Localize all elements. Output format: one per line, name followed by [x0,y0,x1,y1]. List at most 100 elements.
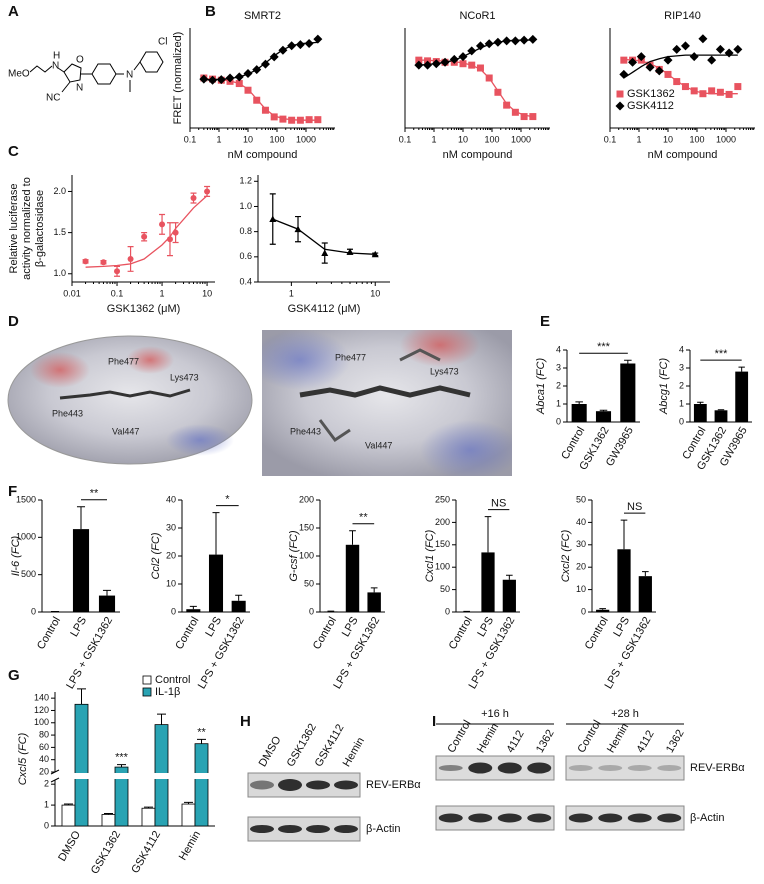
chart-title: NCoR1 [459,10,495,22]
significance-label: NS [627,501,642,513]
x-tick-label: 1 [431,134,436,144]
bar [231,600,246,612]
bar [638,576,652,612]
surface-patch [166,424,234,456]
significance-label: *** [715,348,729,360]
y-tick-label: 140 [34,693,49,703]
surface-patch [30,352,90,388]
y-tick-label: 1 [679,398,684,408]
data-point [502,36,512,46]
blot-band [250,780,274,790]
data-point [172,229,179,236]
error-bar [599,608,606,610]
data-point [314,116,322,124]
blot-band [438,765,463,771]
significance-label: NS [491,497,506,509]
panel-label: B [205,3,216,20]
y-axis-label: FRET (normalized) [172,32,184,125]
error-bar [235,594,243,601]
data-point [260,59,270,69]
residue-label: Lys473 [430,366,459,376]
lane-label: 1362 [534,728,557,755]
blot-band [278,825,302,833]
blot-band [468,762,493,774]
data-point [449,54,459,64]
blot-band [334,825,358,833]
axis [404,28,550,129]
x-tick-label: Hemin [177,829,203,863]
data-point [225,73,235,83]
data-point [620,56,628,64]
bar [186,609,201,612]
bar [595,411,612,422]
panel-label: I [432,713,436,730]
atom-label: N [126,70,133,81]
data-point [459,60,467,68]
x-axis-label: nM compound [648,149,718,161]
x-tick-label: GSK1362 [89,829,123,876]
x-tick-label: 0.01 [63,288,81,298]
fit-curve [203,77,318,121]
data-point [619,69,629,79]
data-point [244,86,252,94]
y-axis-label: Abcg1 (FC) [658,358,670,416]
data-point [216,75,226,85]
axis [257,175,390,283]
y-tick-label: 4 [556,344,561,354]
y-tick-label: 2 [556,380,561,390]
error-bar [349,530,356,545]
data-point [503,101,511,109]
data-point [529,113,537,121]
atom-label: NC [46,93,60,104]
blot-band [527,813,552,823]
panel-label: F [8,483,17,500]
blot-band [497,813,522,823]
ligand [59,388,191,400]
bar [502,579,516,612]
y-tick-label: 20 [576,562,586,572]
bar [620,363,636,422]
y-tick-label: 10 [576,584,586,594]
residue-label: Lys473 [170,372,199,382]
x-tick-label: 100 [269,134,284,144]
y-tick-label: 200 [435,517,450,527]
data-point [234,72,244,82]
bar [72,529,90,612]
data-point [440,57,450,67]
surface-patch [126,346,174,374]
data-point [261,106,269,114]
time-label: +16 h [481,708,509,720]
data-point [708,87,716,95]
data-point [707,55,717,65]
x-tick-label: 10 [663,134,673,144]
bar [74,703,89,827]
y-tick-label: 0 [309,606,314,616]
data-point [654,66,664,76]
blot-band [278,779,302,791]
y-tick-label: 40 [166,494,176,504]
y-tick-label: 50 [576,494,586,504]
residue-stick [318,419,351,443]
row-label: β-Actin [690,812,724,824]
y-tick-label: 1 [44,799,49,809]
blot-band [306,825,330,833]
x-tick-label: Control [311,615,339,652]
y-tick-label: 150 [435,539,450,549]
y-tick-label: 120 [34,705,49,715]
residue-label: Val447 [365,440,392,450]
panel-label: A [8,3,19,20]
y-axis-label: Cxcl2 (FC) [560,529,572,582]
y-tick-label: 10 [166,578,176,588]
blot-band [438,813,463,823]
surface-patch [262,330,350,390]
y-tick-label: 0.8 [239,226,252,236]
lane-label: Hemin [605,721,631,755]
y-tick-label: 0.4 [239,276,252,286]
bond [133,61,141,71]
fit-curve [623,54,738,79]
data-point [199,74,209,84]
data-point [270,113,278,121]
data-point [673,78,681,86]
bar [61,804,76,827]
y-tick-label: 50 [440,584,450,594]
